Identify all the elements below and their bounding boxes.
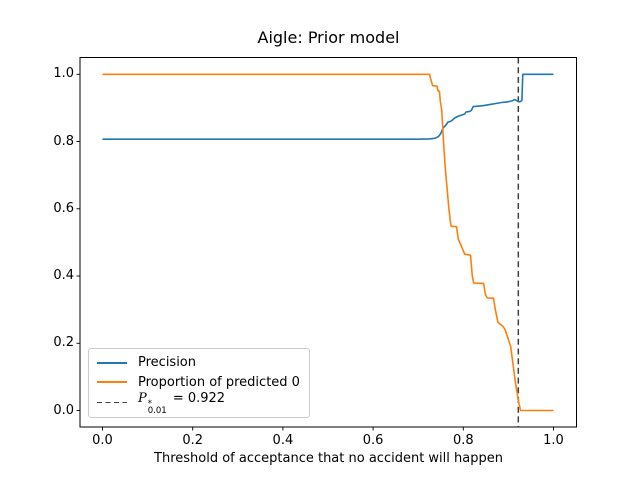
legend-label-proportion: Proportion of predicted 0 xyxy=(138,374,300,390)
math-sub: 0.01 xyxy=(147,405,167,416)
x-axis-label: Threshold of acceptance that no accident… xyxy=(154,451,503,466)
x-tick-label: 0.4 xyxy=(272,433,294,448)
x-tick-label: 0.8 xyxy=(452,433,474,448)
series-line-1 xyxy=(102,73,554,412)
y-tick-label: 1.0 xyxy=(53,66,74,82)
math-supsub: * 0.01 xyxy=(147,398,167,416)
legend-item-proportion: Proportion of predicted 0 xyxy=(97,373,301,393)
math-suffix: = 0.922 xyxy=(168,390,226,406)
legend: Precision Proportion of predicted 0 P * 0.… xyxy=(88,348,310,418)
chart-title: Aigle: Prior model xyxy=(257,28,400,47)
y-tick-label: 0.0 xyxy=(53,402,74,418)
legend-item-threshold: P * 0.01 = 0.922 xyxy=(97,391,301,415)
x-tick-label: 0.0 xyxy=(92,433,113,448)
y-tick-label: 0.8 xyxy=(53,133,74,149)
legend-label-threshold: P * 0.01 = 0.922 xyxy=(138,391,225,415)
series-line-0 xyxy=(102,73,554,140)
y-tick-label: 0.6 xyxy=(53,200,74,216)
legend-label-precision: Precision xyxy=(138,355,197,371)
proportion-line-sample xyxy=(97,381,127,384)
x-tick-label: 0.6 xyxy=(362,433,384,448)
math-symbol: P xyxy=(138,390,147,406)
precision-line-sample xyxy=(97,361,127,364)
y-tick-label: 0.2 xyxy=(53,335,74,351)
math-sup: * xyxy=(147,398,152,409)
y-tick-label: 0.4 xyxy=(53,268,74,284)
threshold-dashed-line-sample xyxy=(97,401,127,404)
axes-frame xyxy=(79,57,577,428)
x-tick-label: 1.0 xyxy=(543,433,564,448)
x-tick-label: 0.2 xyxy=(182,433,204,448)
legend-item-precision: Precision xyxy=(97,353,301,373)
